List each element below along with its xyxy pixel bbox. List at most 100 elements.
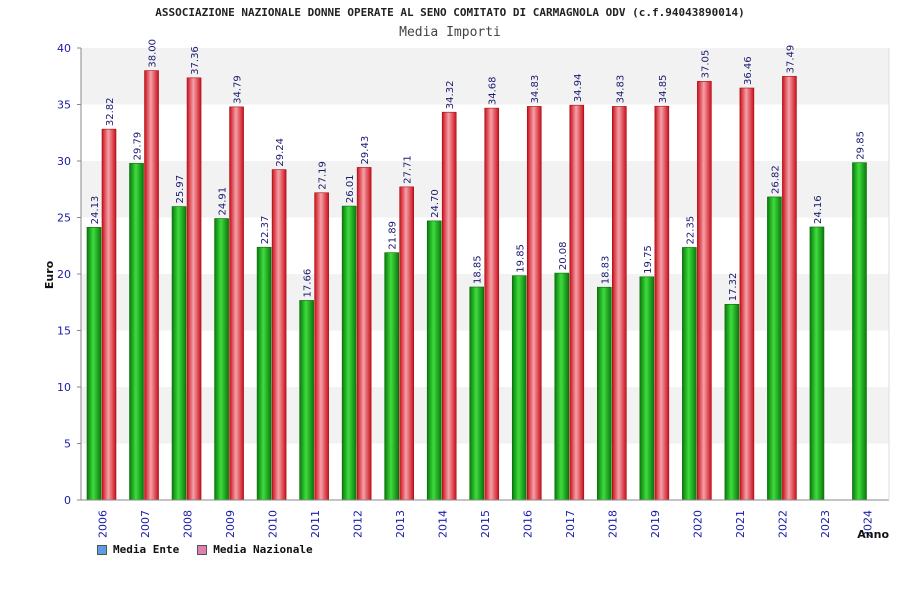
grid-band	[81, 48, 889, 105]
y-tick-label: 10	[57, 381, 71, 394]
y-tick-label: 35	[57, 99, 71, 112]
x-axis-label: Anno	[857, 528, 889, 541]
legend-swatch-media-ente	[97, 544, 107, 555]
bar-media-nazionale	[612, 106, 627, 501]
data-label-media-nazionale: 34.85	[658, 75, 669, 104]
x-tick-label: 2019	[649, 510, 662, 538]
x-tick-label: 2008	[181, 510, 194, 538]
y-tick-label: 5	[64, 438, 71, 451]
y-tick-label: 30	[57, 155, 71, 168]
x-tick-label: 2010	[266, 510, 279, 538]
bar-media-ente	[639, 276, 655, 501]
data-label-media-nazionale: 29.43	[360, 136, 371, 165]
data-label-media-nazionale: 27.19	[318, 161, 329, 190]
bar-media-nazionale	[399, 186, 414, 501]
data-label-media-ente: 22.35	[685, 216, 696, 245]
bar-media-nazionale	[229, 106, 244, 501]
bar-media-nazionale	[697, 81, 712, 501]
bar-media-ente	[214, 218, 229, 501]
data-label-media-ente: 25.97	[175, 175, 186, 204]
bar-media-ente	[554, 272, 570, 501]
bar-media-nazionale	[484, 107, 500, 501]
x-tick-label: 2023	[819, 510, 832, 538]
bar-media-nazionale	[186, 77, 202, 501]
y-tick-label: 40	[57, 42, 71, 55]
bar-media-nazionale	[356, 167, 372, 501]
bar-media-nazionale	[271, 169, 287, 501]
data-label-media-nazionale: 34.83	[615, 75, 626, 104]
bar-media-ente	[597, 286, 612, 501]
bar-media-ente	[256, 246, 272, 501]
legend-swatch-media-nazionale	[197, 544, 208, 555]
data-label-media-ente: 29.79	[133, 132, 144, 161]
data-label-media-ente: 26.82	[770, 165, 781, 194]
legend-label-media-ente: Media Ente	[113, 543, 180, 556]
data-label-media-nazionale: 37.05	[700, 50, 711, 79]
bar-media-ente	[724, 303, 740, 501]
data-label-media-ente: 18.85	[473, 255, 484, 284]
x-tick-label: 2018	[607, 510, 620, 538]
data-label-media-nazionale: 34.94	[573, 74, 584, 103]
legend-item-media-nazionale: Media Nazionale	[197, 543, 313, 556]
legend-label-media-nazionale: Media Nazionale	[213, 543, 313, 556]
x-tick-label: 2022	[777, 510, 790, 538]
bar-media-ente	[426, 220, 442, 501]
bar-media-nazionale	[101, 128, 117, 501]
data-label-media-ente: 19.75	[643, 245, 654, 274]
x-tick-label: 2021	[734, 510, 747, 538]
bar-media-ente	[682, 247, 697, 501]
bar-media-nazionale	[739, 87, 755, 501]
data-label-media-nazionale: 32.82	[105, 97, 116, 126]
data-label-media-nazionale: 34.79	[233, 75, 244, 104]
bar-media-ente	[809, 226, 825, 501]
data-label-media-ente: 22.37	[260, 216, 271, 245]
bar-media-nazionale	[569, 104, 585, 501]
data-label-media-nazionale: 38.00	[148, 39, 159, 68]
y-axis-label: Euro	[43, 260, 56, 289]
bar-media-ente	[511, 275, 527, 501]
chart-title: ASSOCIAZIONE NAZIONALE DONNE OPERATE AL …	[155, 6, 745, 19]
bar-media-ente	[767, 196, 782, 501]
bar-media-nazionale	[526, 106, 542, 501]
bar-media-ente	[852, 162, 867, 501]
y-tick-label: 20	[57, 268, 71, 281]
bar-media-nazionale	[314, 192, 329, 501]
y-tick-label: 0	[64, 494, 71, 507]
x-tick-label: 2009	[224, 510, 237, 538]
data-label-media-ente: 24.16	[813, 195, 824, 224]
legend-item-media-ente: Media Ente	[97, 543, 179, 556]
chart-subtitle: Media Importi	[399, 25, 501, 40]
data-label-media-ente: 20.08	[558, 241, 569, 270]
data-label-media-ente: 29.85	[855, 131, 866, 160]
data-label-media-nazionale: 37.49	[785, 45, 796, 74]
x-tick-label: 2006	[96, 510, 109, 538]
x-tick-label: 2016	[522, 510, 535, 538]
x-tick-label: 2007	[139, 510, 152, 538]
data-label-media-nazionale: 37.36	[190, 46, 201, 75]
data-label-media-nazionale: 29.24	[275, 138, 286, 167]
data-label-media-nazionale: 36.46	[743, 56, 754, 85]
bar-media-ente	[384, 252, 399, 501]
bar-media-ente	[86, 227, 102, 501]
data-label-media-ente: 21.89	[388, 221, 399, 250]
bar-media-nazionale	[441, 111, 457, 501]
data-label-media-ente: 17.66	[303, 269, 314, 298]
data-label-media-nazionale: 34.32	[445, 81, 456, 110]
x-tick-label: 2015	[479, 510, 492, 538]
x-tick-label: 2013	[394, 510, 407, 538]
data-label-media-ente: 18.83	[600, 256, 611, 285]
data-label-media-ente: 17.32	[728, 273, 739, 302]
bar-media-ente	[171, 206, 187, 501]
data-label-media-nazionale: 34.83	[530, 75, 541, 104]
bar-media-nazionale	[144, 70, 159, 501]
x-tick-label: 2024	[862, 510, 875, 538]
bar-media-ente	[341, 205, 357, 501]
bar-media-nazionale	[782, 76, 797, 501]
legend: Media Ente Media Nazionale	[97, 543, 313, 556]
data-label-media-nazionale: 27.71	[403, 155, 414, 184]
data-label-media-ente: 26.01	[345, 174, 356, 203]
x-tick-label: 2011	[309, 510, 322, 538]
data-label-media-ente: 24.91	[218, 187, 229, 216]
